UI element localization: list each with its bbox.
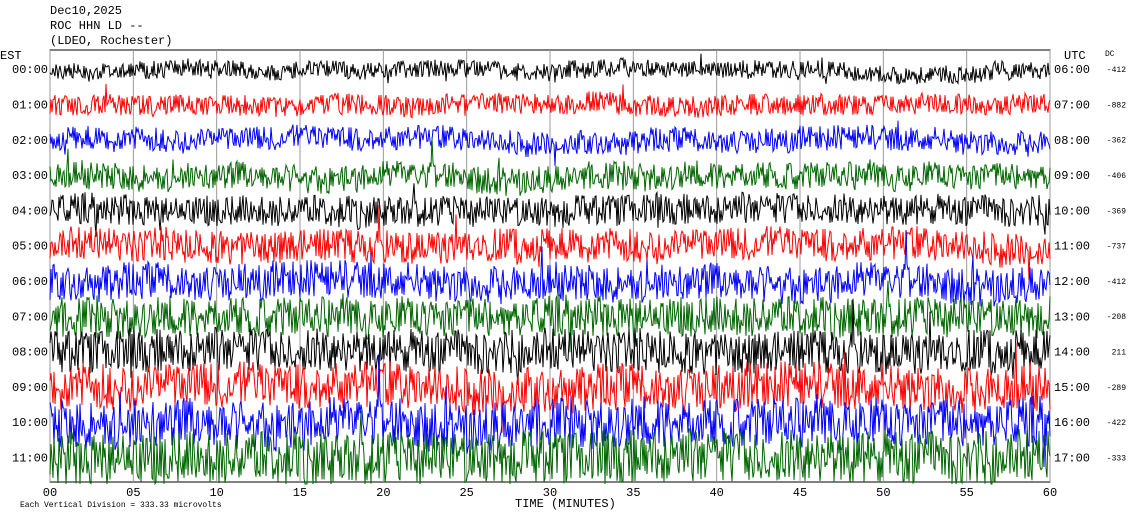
right-label: 12:00 <box>1054 275 1090 289</box>
right-label: 10:00 <box>1054 204 1090 218</box>
x-tick-label: 50 <box>876 486 890 500</box>
x-tick-label: 20 <box>376 486 390 500</box>
trace <box>49 204 1051 281</box>
left-label: 00:00 <box>12 63 48 77</box>
dc-value: -412 <box>1107 278 1126 287</box>
dc-value: -362 <box>1107 137 1126 146</box>
left-label: 07:00 <box>12 310 48 324</box>
dc-title: DC <box>1105 50 1115 59</box>
right-label: 08:00 <box>1054 134 1090 148</box>
x-tick-label: 30 <box>543 486 557 500</box>
trace <box>49 280 1051 353</box>
x-tick-label: 40 <box>709 486 723 500</box>
dc-value: 211 <box>1112 349 1127 358</box>
right-label: 13:00 <box>1054 310 1090 324</box>
x-tick-label: 25 <box>459 486 473 500</box>
trace <box>49 183 1051 237</box>
x-tick-label: 60 <box>1043 486 1057 500</box>
left-axis-title: EST <box>0 49 22 63</box>
station: ROC HHN LD -- <box>50 19 144 33</box>
right-label: 11:00 <box>1054 240 1090 254</box>
dc-value: -882 <box>1107 101 1126 110</box>
left-label: 03:00 <box>12 169 48 183</box>
trace <box>49 53 1051 86</box>
trace <box>49 137 1051 196</box>
x-tick-label: 45 <box>793 486 807 500</box>
left-label: 11:00 <box>12 451 48 465</box>
left-label: 08:00 <box>12 346 48 360</box>
trace <box>49 120 1051 166</box>
dc-value: -333 <box>1107 454 1126 463</box>
left-label: 02:00 <box>12 134 48 148</box>
x-tick-label: 35 <box>626 486 640 500</box>
left-label: 04:00 <box>12 204 48 218</box>
date: Dec10,2025 <box>50 4 122 18</box>
dc-value: -422 <box>1107 419 1126 428</box>
right-label: 15:00 <box>1054 381 1090 395</box>
left-label: 09:00 <box>12 381 48 395</box>
right-label: 17:00 <box>1054 451 1090 465</box>
left-label: 10:00 <box>12 416 48 430</box>
x-tick-label: 00 <box>43 486 57 500</box>
network: (LDEO, Rochester) <box>50 34 172 48</box>
right-label: 07:00 <box>1054 98 1090 112</box>
x-tick-label: 15 <box>293 486 307 500</box>
trace <box>49 342 1051 433</box>
right-axis-title: UTC <box>1064 49 1086 63</box>
trace <box>49 298 1051 386</box>
dc-value: -737 <box>1107 243 1126 252</box>
dc-value: -208 <box>1107 313 1126 322</box>
right-label: 16:00 <box>1054 416 1090 430</box>
trace <box>49 410 1051 486</box>
left-label: 05:00 <box>12 240 48 254</box>
x-tick-label: 05 <box>126 486 140 500</box>
right-label: 09:00 <box>1054 169 1090 183</box>
dc-value: -289 <box>1107 384 1126 393</box>
dc-value: -412 <box>1107 66 1126 75</box>
left-label: 06:00 <box>12 275 48 289</box>
x-tick-label: 10 <box>209 486 223 500</box>
dc-value: -406 <box>1107 172 1126 181</box>
trace <box>49 83 1051 119</box>
right-label: 14:00 <box>1054 346 1090 360</box>
dc-value: -369 <box>1107 207 1126 216</box>
x-tick-label: 55 <box>959 486 973 500</box>
right-label: 06:00 <box>1054 63 1090 77</box>
trace <box>49 229 1051 307</box>
x-axis-title: TIME (MINUTES) <box>515 497 616 511</box>
left-label: 01:00 <box>12 98 48 112</box>
footer: Each Vertical Division = 333.33 microvol… <box>20 501 222 510</box>
